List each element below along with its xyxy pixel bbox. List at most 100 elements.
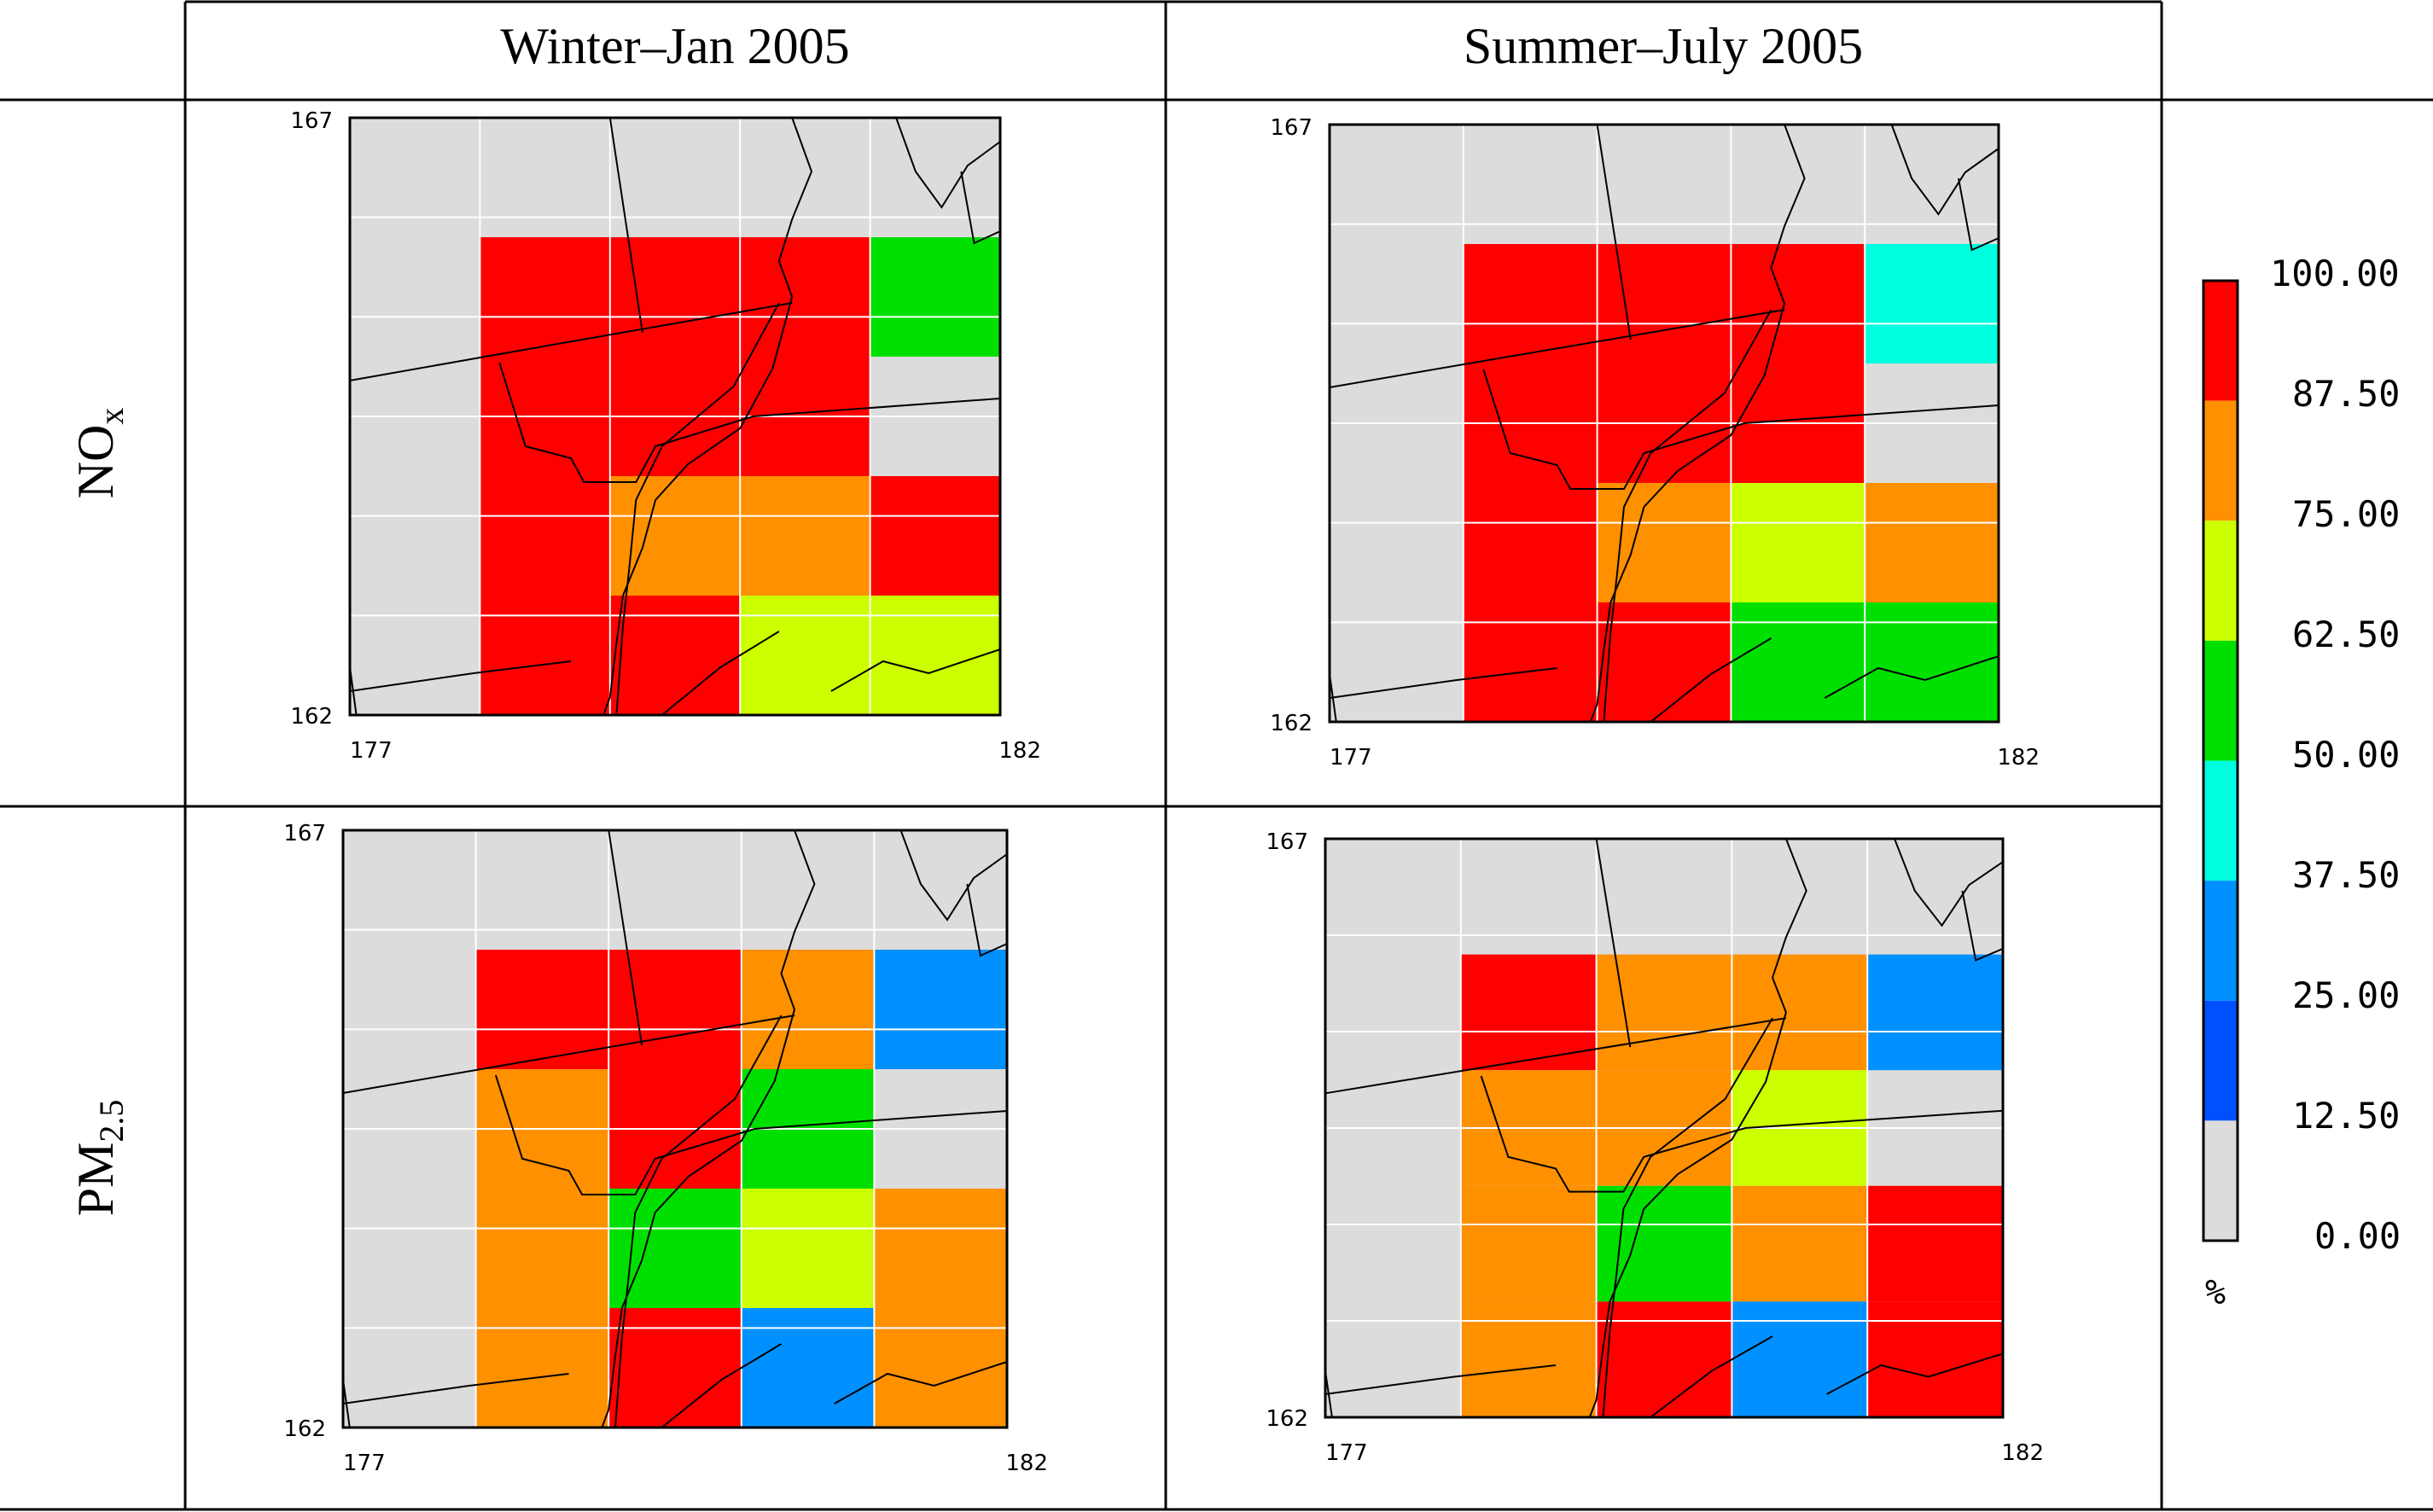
boundary-line — [834, 1361, 1008, 1404]
heatmap-cell — [741, 1308, 875, 1428]
heatmap-cell — [1596, 1301, 1732, 1417]
heatmap-cell — [1731, 483, 1865, 602]
heatmap-cell — [1460, 954, 1597, 1071]
y-tick-label: 162 — [1266, 1406, 1308, 1432]
boundary-line — [349, 660, 572, 692]
boundary-line — [1650, 1335, 1773, 1418]
map-panel-nox-summer: 167 162 177 182 — [1270, 115, 2040, 771]
heatmap-cell — [1867, 954, 2003, 1071]
boundary-line — [349, 302, 793, 381]
column-header-winter: Winter–Jan 2005 — [500, 18, 849, 74]
boundary-line — [608, 829, 643, 1046]
column-header-summer: Summer–July 2005 — [1464, 18, 1863, 74]
map-frame — [1328, 123, 2000, 724]
map-frame — [348, 116, 1002, 717]
boundary-line — [1595, 838, 1632, 1048]
boundary-line — [615, 302, 780, 716]
heatmap-cell — [1460, 1185, 1597, 1302]
map-panel-nox-winter: 167 162 177 182 — [290, 108, 1041, 764]
y-tick-label: 162 — [290, 704, 333, 730]
boundary-line — [899, 829, 1008, 922]
heatmap-cell — [1596, 954, 1732, 1071]
heatmap-cell — [1463, 602, 1598, 722]
boundary-line — [1603, 309, 1772, 723]
colorbar-tick: 25.00 — [2292, 974, 2400, 1016]
heatmap-cell — [1597, 244, 1732, 363]
map-panel-pm25-winter: 167 162 177 182 — [283, 821, 1048, 1476]
colorbar-segment — [2203, 881, 2238, 1001]
heatmap-cell — [1732, 1185, 1868, 1302]
heatmap-cell — [740, 596, 870, 715]
heatmap-cell — [480, 476, 610, 596]
heatmap-cell — [740, 237, 870, 357]
colorbar-tick: 12.50 — [2292, 1095, 2400, 1137]
heatmap-cell — [475, 950, 609, 1069]
boundary-line — [1961, 890, 2004, 962]
heatmap-cell — [1731, 244, 1865, 363]
heatmap-cell — [608, 950, 742, 1069]
boundary-line — [1324, 1017, 1787, 1095]
colorbar-segment — [2203, 640, 2238, 761]
heatmap-cell — [609, 596, 741, 715]
colorbar-tick-labels: 100.00 87.50 75.00 62.50 50.00 37.50 25.… — [2270, 253, 2401, 1257]
heatmap-cell — [1865, 483, 1999, 602]
y-tick-label: 162 — [1270, 711, 1313, 736]
heatmap-cell — [1732, 1301, 1868, 1417]
x-tick-label: 177 — [1330, 745, 1372, 771]
row-label-nox-sub: x — [92, 408, 131, 425]
heatmap-cell — [1867, 1185, 2003, 1302]
x-tick-label: 182 — [1997, 745, 2040, 771]
boundary-line — [895, 117, 1001, 209]
map-panel-pm25-summer: 167 162 177 182 — [1266, 829, 2044, 1466]
heatmap-cell — [1463, 483, 1598, 602]
boundary-line — [1588, 838, 1807, 1418]
colorbar-unit: % — [2205, 1273, 2226, 1312]
map-frame — [1324, 837, 2005, 1419]
boundary-line — [830, 648, 1001, 692]
colorbar-segment — [2203, 1000, 2238, 1121]
y-tick-label: 167 — [1266, 829, 1308, 855]
colorbar — [2202, 279, 2239, 1242]
boundary-line — [1480, 1075, 2004, 1193]
boundary-line — [342, 1015, 795, 1094]
row-label-nox-main: NO — [67, 425, 124, 499]
x-tick-label: 182 — [1005, 1451, 1048, 1476]
boundary-line — [1596, 124, 1632, 340]
row-label-pm25: PM2.5 — [67, 1100, 131, 1217]
heatmap-cell — [740, 476, 870, 596]
x-tick-label: 182 — [998, 738, 1041, 764]
heatmap-cell — [870, 476, 1000, 596]
boundary-line — [601, 829, 816, 1428]
boundary-line — [608, 117, 643, 334]
row-label-pm25-main: PM — [67, 1143, 124, 1217]
map-frame — [341, 829, 1009, 1429]
heatmap-cell — [480, 596, 610, 715]
heatmap-cell — [870, 237, 1000, 357]
colorbar-tick: 87.50 — [2292, 373, 2400, 415]
boundary-line — [1329, 667, 1557, 699]
row-label-pm25-sub: 2.5 — [92, 1100, 131, 1143]
heatmap-cell — [609, 237, 741, 357]
boundary-line — [1324, 1364, 1557, 1395]
heatmap-cell — [1463, 244, 1598, 363]
boundary-line — [1958, 177, 1999, 252]
colorbar-frame — [2202, 279, 2239, 1242]
colorbar-segment — [2203, 400, 2238, 521]
colorbar-tick: 37.50 — [2292, 854, 2400, 896]
boundary-line — [342, 1373, 569, 1404]
boundary-line — [1482, 369, 1999, 490]
boundary-line — [1826, 1352, 2004, 1395]
x-tick-label: 177 — [343, 1451, 386, 1476]
boundary-line — [966, 883, 1008, 957]
boundary-line — [1890, 124, 1999, 216]
heatmap-cell — [1597, 602, 1732, 722]
boundary-line — [1824, 655, 1999, 699]
boundary-line — [494, 1074, 1008, 1195]
colorbar-segment — [2203, 1120, 2238, 1241]
heatmap-cell — [1460, 1301, 1597, 1417]
colorbar-tick: 75.00 — [2292, 493, 2400, 535]
heatmap-cell — [475, 1189, 609, 1308]
